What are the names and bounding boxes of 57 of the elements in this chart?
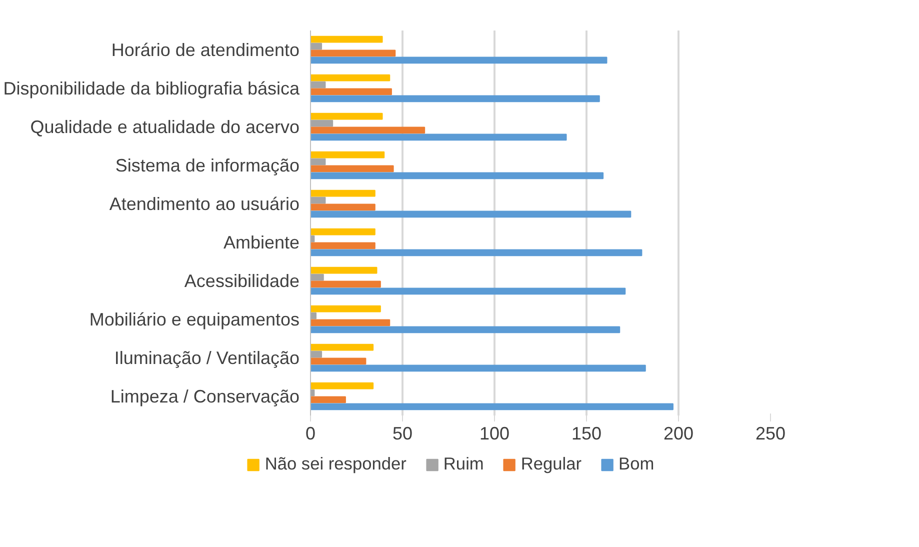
y-tick-label: Qualidade e atualidade do acervo bbox=[30, 116, 300, 137]
bar bbox=[310, 266, 378, 274]
legend-label: Bom bbox=[618, 454, 654, 474]
bar bbox=[310, 382, 374, 390]
bar bbox=[310, 319, 390, 326]
legend-label: Regular bbox=[520, 454, 582, 474]
y-tick-label: Atendimento ao usuário bbox=[109, 194, 300, 214]
bar bbox=[310, 326, 620, 334]
bar bbox=[310, 228, 376, 236]
legend-label: Ruim bbox=[443, 454, 484, 474]
bar bbox=[310, 364, 646, 372]
bar bbox=[310, 280, 381, 288]
bar bbox=[310, 42, 322, 50]
bar bbox=[310, 396, 346, 404]
x-tick-label: 200 bbox=[663, 424, 694, 444]
y-tick-label: Horário de atendimento bbox=[111, 40, 300, 60]
bar bbox=[310, 403, 674, 410]
bar bbox=[310, 350, 322, 358]
bar bbox=[310, 274, 324, 281]
bar bbox=[310, 204, 376, 211]
bar bbox=[310, 165, 394, 172]
bar bbox=[310, 36, 383, 43]
bar bbox=[310, 249, 642, 256]
bar bbox=[310, 56, 608, 64]
x-tick-label: 100 bbox=[479, 424, 510, 444]
bar bbox=[310, 134, 567, 141]
legend-label: Não sei responder bbox=[264, 454, 406, 474]
x-tick-label: 50 bbox=[392, 424, 413, 444]
bar bbox=[310, 74, 390, 82]
bar bbox=[310, 210, 632, 218]
y-tick-label: Limpeza / Conservação bbox=[110, 386, 300, 406]
bar bbox=[310, 88, 392, 96]
bar bbox=[310, 151, 385, 158]
bar bbox=[310, 190, 376, 197]
bar bbox=[310, 95, 600, 102]
y-tick-label: Iluminação / Ventilação bbox=[114, 348, 300, 368]
y-tick-label: Acessibilidade bbox=[184, 270, 300, 291]
bar bbox=[310, 242, 376, 250]
bar bbox=[310, 344, 374, 351]
y-tick-label: Disponibilidade da bibliografia básica bbox=[3, 78, 300, 98]
y-tick-label: Sistema de informação bbox=[115, 155, 300, 176]
bar bbox=[310, 120, 334, 127]
bar bbox=[310, 126, 426, 134]
bar bbox=[310, 172, 604, 180]
bar bbox=[310, 158, 326, 166]
x-tick-label: 150 bbox=[571, 424, 602, 444]
bar bbox=[310, 81, 326, 88]
bar bbox=[310, 196, 326, 204]
y-tick-label: Ambiente bbox=[223, 232, 300, 252]
bar bbox=[310, 50, 396, 57]
bar bbox=[310, 358, 366, 365]
bar bbox=[310, 288, 626, 295]
bar bbox=[310, 305, 381, 312]
bar bbox=[310, 112, 383, 120]
x-tick-label: 250 bbox=[755, 424, 786, 444]
y-tick-label: Mobiliário e equipamentos bbox=[89, 309, 300, 330]
x-tick-label: 0 bbox=[305, 424, 316, 444]
